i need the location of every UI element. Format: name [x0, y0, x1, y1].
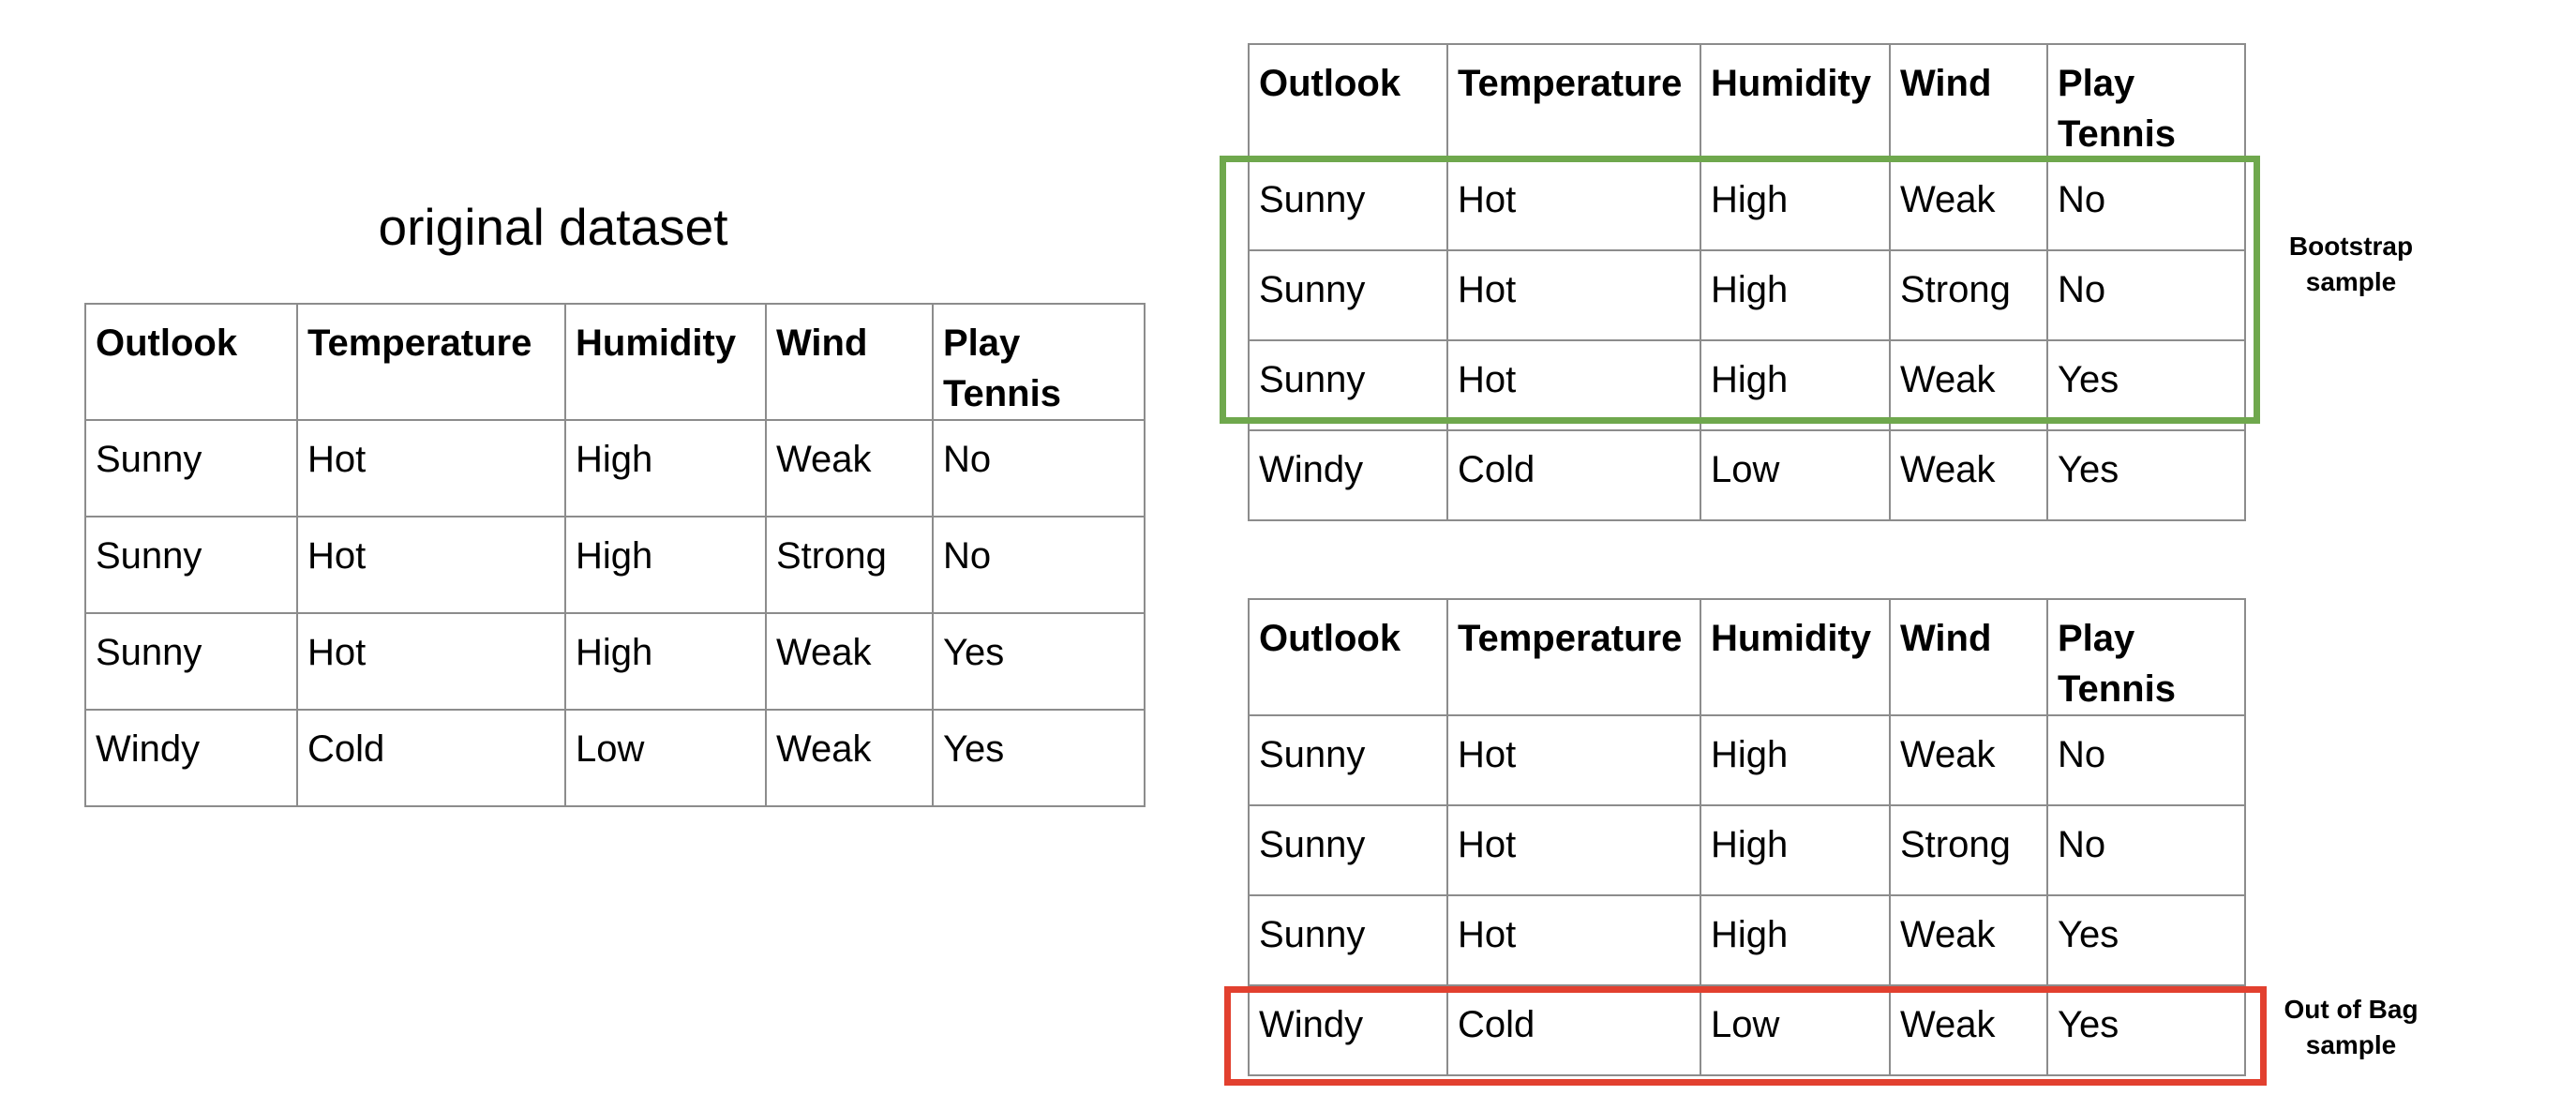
table-row: Sunny Hot High Weak Yes	[84, 612, 1146, 711]
table-cell: Weak	[1889, 339, 2048, 431]
header-cell: Humidity	[1700, 43, 1891, 161]
table-cell: High	[1700, 159, 1891, 251]
table-cell: Yes	[2046, 894, 2246, 986]
table-cell: Sunny	[84, 516, 298, 614]
table-row: Windy Cold Low Weak Yes	[84, 709, 1146, 807]
table-cell: Windy	[84, 709, 298, 807]
table-cell: Weak	[1889, 159, 2048, 251]
table-cell: Sunny	[84, 612, 298, 711]
header-cell: Humidity	[1700, 598, 1891, 716]
table-cell: Weak	[765, 612, 934, 711]
header-cell: Wind	[1889, 598, 2048, 716]
table-cell: Sunny	[1248, 339, 1448, 431]
table-cell: Weak	[1889, 714, 2048, 806]
table-cell: Weak	[1889, 984, 2048, 1076]
table-cell: Sunny	[1248, 159, 1448, 251]
table-cell: Cold	[1446, 984, 1701, 1076]
table-cell: Hot	[296, 419, 566, 518]
header-cell: Wind	[765, 303, 934, 421]
header-cell: Play Tennis	[2046, 43, 2246, 161]
table-cell: No	[932, 516, 1146, 614]
table-cell: Low	[1700, 429, 1891, 521]
table-cell: Hot	[1446, 714, 1701, 806]
table-cell: Yes	[932, 709, 1146, 807]
original-dataset-table: Outlook Temperature Humidity Wind Play T…	[84, 303, 1146, 807]
table-cell: Yes	[932, 612, 1146, 711]
table-cell: High	[564, 612, 767, 711]
table-row: Windy Cold Low Weak Yes	[1248, 429, 2246, 521]
table-cell: No	[2046, 714, 2246, 806]
header-row: Outlook Temperature Humidity Wind Play T…	[1248, 598, 2246, 716]
table-cell: Sunny	[84, 419, 298, 518]
table-cell: No	[2046, 804, 2246, 896]
table-row: Sunny Hot High Weak No	[84, 419, 1146, 518]
table-cell: High	[1700, 804, 1891, 896]
original-dataset-title: original dataset	[378, 198, 728, 256]
header-cell: Outlook	[1248, 43, 1448, 161]
table-row: Sunny Hot High Strong No	[84, 516, 1146, 614]
table-cell: Yes	[2046, 429, 2246, 521]
table-cell: Sunny	[1248, 894, 1448, 986]
table-cell: Yes	[2046, 339, 2246, 431]
table-row: Sunny Hot High Weak Yes	[1248, 894, 2246, 986]
table-row: Sunny Hot High Strong No	[1248, 804, 2246, 896]
table-cell: High	[1700, 894, 1891, 986]
table-cell: Hot	[1446, 339, 1701, 431]
table-cell: Hot	[1446, 804, 1701, 896]
table-cell: Weak	[765, 709, 934, 807]
table-cell: Low	[1700, 984, 1891, 1076]
header-cell: Wind	[1889, 43, 2048, 161]
table-cell: Weak	[765, 419, 934, 518]
table-cell: Hot	[1446, 249, 1701, 341]
table-cell: High	[1700, 339, 1891, 431]
out-of-bag-highlight-box	[1224, 986, 2267, 1086]
header-cell: Temperature	[296, 303, 566, 421]
header-cell: Play Tennis	[932, 303, 1146, 421]
table-cell: Hot	[1446, 159, 1701, 251]
table-row: Sunny Hot High Weak Yes	[1248, 339, 2246, 431]
header-cell: Outlook	[84, 303, 298, 421]
table-cell: No	[2046, 159, 2246, 251]
table-cell: High	[1700, 249, 1891, 341]
table-cell: Low	[564, 709, 767, 807]
table-cell: Cold	[296, 709, 566, 807]
table-cell: Windy	[1248, 984, 1448, 1076]
header-cell: Temperature	[1446, 598, 1701, 716]
table-cell: Hot	[296, 516, 566, 614]
table-cell: Strong	[1889, 804, 2048, 896]
table-cell: Sunny	[1248, 804, 1448, 896]
bootstrap-sample-label: Bootstrap sample	[2288, 232, 2414, 296]
table-cell: No	[2046, 249, 2246, 341]
table-row: Sunny Hot High Weak No	[1248, 159, 2246, 251]
table-cell: No	[932, 419, 1146, 518]
header-row: Outlook Temperature Humidity Wind Play T…	[84, 303, 1146, 421]
header-cell: Humidity	[564, 303, 767, 421]
table-cell: High	[564, 419, 767, 518]
table-cell: High	[1700, 714, 1891, 806]
table-cell: Cold	[1446, 429, 1701, 521]
table-cell: High	[564, 516, 767, 614]
header-cell: Play Tennis	[2046, 598, 2246, 716]
table-cell: Hot	[1446, 894, 1701, 986]
table-cell: Weak	[1889, 429, 2048, 521]
out-of-bag-table: Outlook Temperature Humidity Wind Play T…	[1248, 598, 2246, 1076]
table-cell: Hot	[296, 612, 566, 711]
header-row: Outlook Temperature Humidity Wind Play T…	[1248, 43, 2246, 161]
table-cell: Sunny	[1248, 249, 1448, 341]
out-of-bag-sample-label: Out of Bag sample	[2284, 995, 2419, 1059]
table-cell: Strong	[765, 516, 934, 614]
table-cell: Sunny	[1248, 714, 1448, 806]
table-row: Sunny Hot High Weak No	[1248, 714, 2246, 806]
header-cell: Temperature	[1446, 43, 1701, 161]
table-row: Sunny Hot High Strong No	[1248, 249, 2246, 341]
bootstrap-highlight-box	[1220, 156, 2260, 424]
table-cell: Windy	[1248, 429, 1448, 521]
table-cell: Strong	[1889, 249, 2048, 341]
table-cell: Weak	[1889, 894, 2048, 986]
header-cell: Outlook	[1248, 598, 1448, 716]
